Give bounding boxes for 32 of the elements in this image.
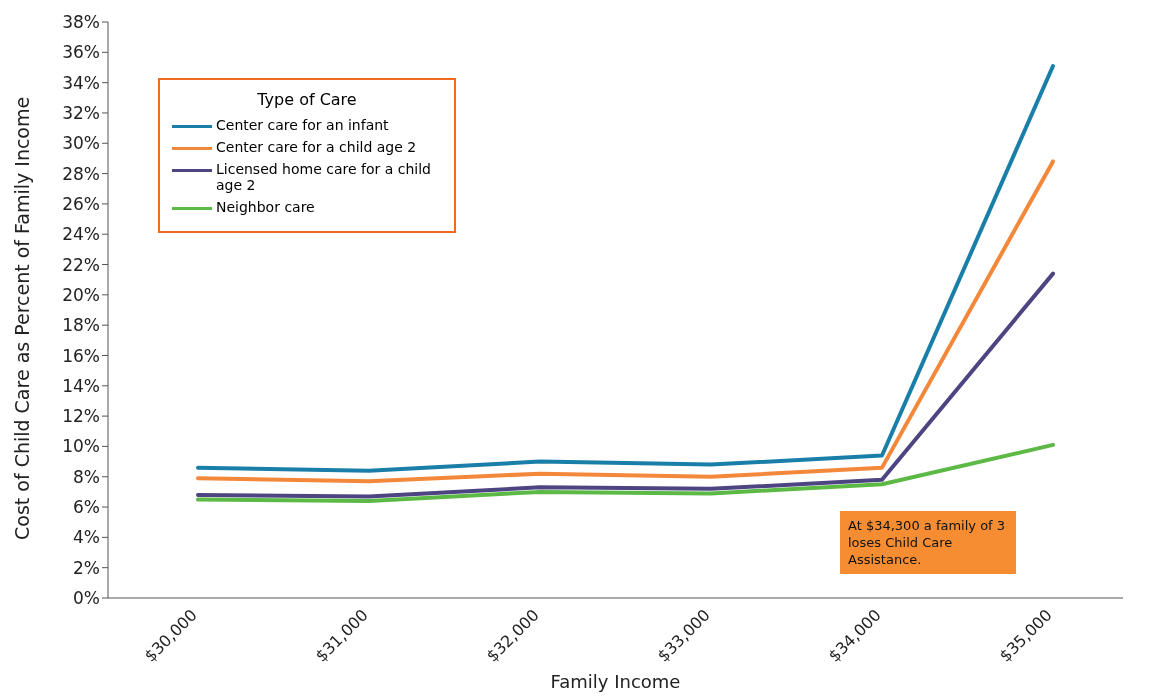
legend-label: Center care for an infant xyxy=(216,117,389,133)
y-tick-label: 8% xyxy=(73,466,100,487)
y-tick-label: 10% xyxy=(62,436,100,457)
y-tick-label: 30% xyxy=(62,133,100,154)
y-tick-label: 6% xyxy=(73,497,100,518)
y-tick-label: 14% xyxy=(62,375,100,396)
legend-label: Neighbor care xyxy=(216,199,315,215)
y-tick-label: 18% xyxy=(62,315,100,336)
y-tick-label: 28% xyxy=(62,163,100,184)
line-series xyxy=(196,159,1055,484)
y-tick-label: 0% xyxy=(73,588,100,609)
line-series xyxy=(196,63,1055,473)
y-tick-label: 32% xyxy=(62,102,100,123)
y-tick-label: 26% xyxy=(62,193,100,214)
annotation: At $34,300 a family of 3 loses Child Care Assistance. xyxy=(840,511,1016,574)
y-tick-label: 16% xyxy=(62,345,100,366)
y-tick-label: 36% xyxy=(62,42,100,63)
legend-title: Type of Care xyxy=(256,90,358,109)
y-tick-label: 2% xyxy=(73,557,100,578)
x-axis-title: Family Income xyxy=(550,671,681,692)
y-tick-label: 4% xyxy=(73,527,100,548)
y-tick-label: 24% xyxy=(62,224,100,245)
y-axis-title: Cost of Child Care as Percent of Family Income xyxy=(10,96,33,540)
y-tick-label: 20% xyxy=(62,284,100,305)
line-series xyxy=(196,442,1055,503)
y-tick-label: 12% xyxy=(62,406,100,427)
y-tick-label: 22% xyxy=(62,254,100,275)
y-tick-label: 34% xyxy=(62,72,100,93)
line-series xyxy=(196,271,1055,499)
legend-label: Center care for a child age 2 xyxy=(216,139,417,155)
legend-label: Licensed home care for a child age 2 xyxy=(216,161,432,193)
y-tick-label: 38% xyxy=(62,12,100,33)
